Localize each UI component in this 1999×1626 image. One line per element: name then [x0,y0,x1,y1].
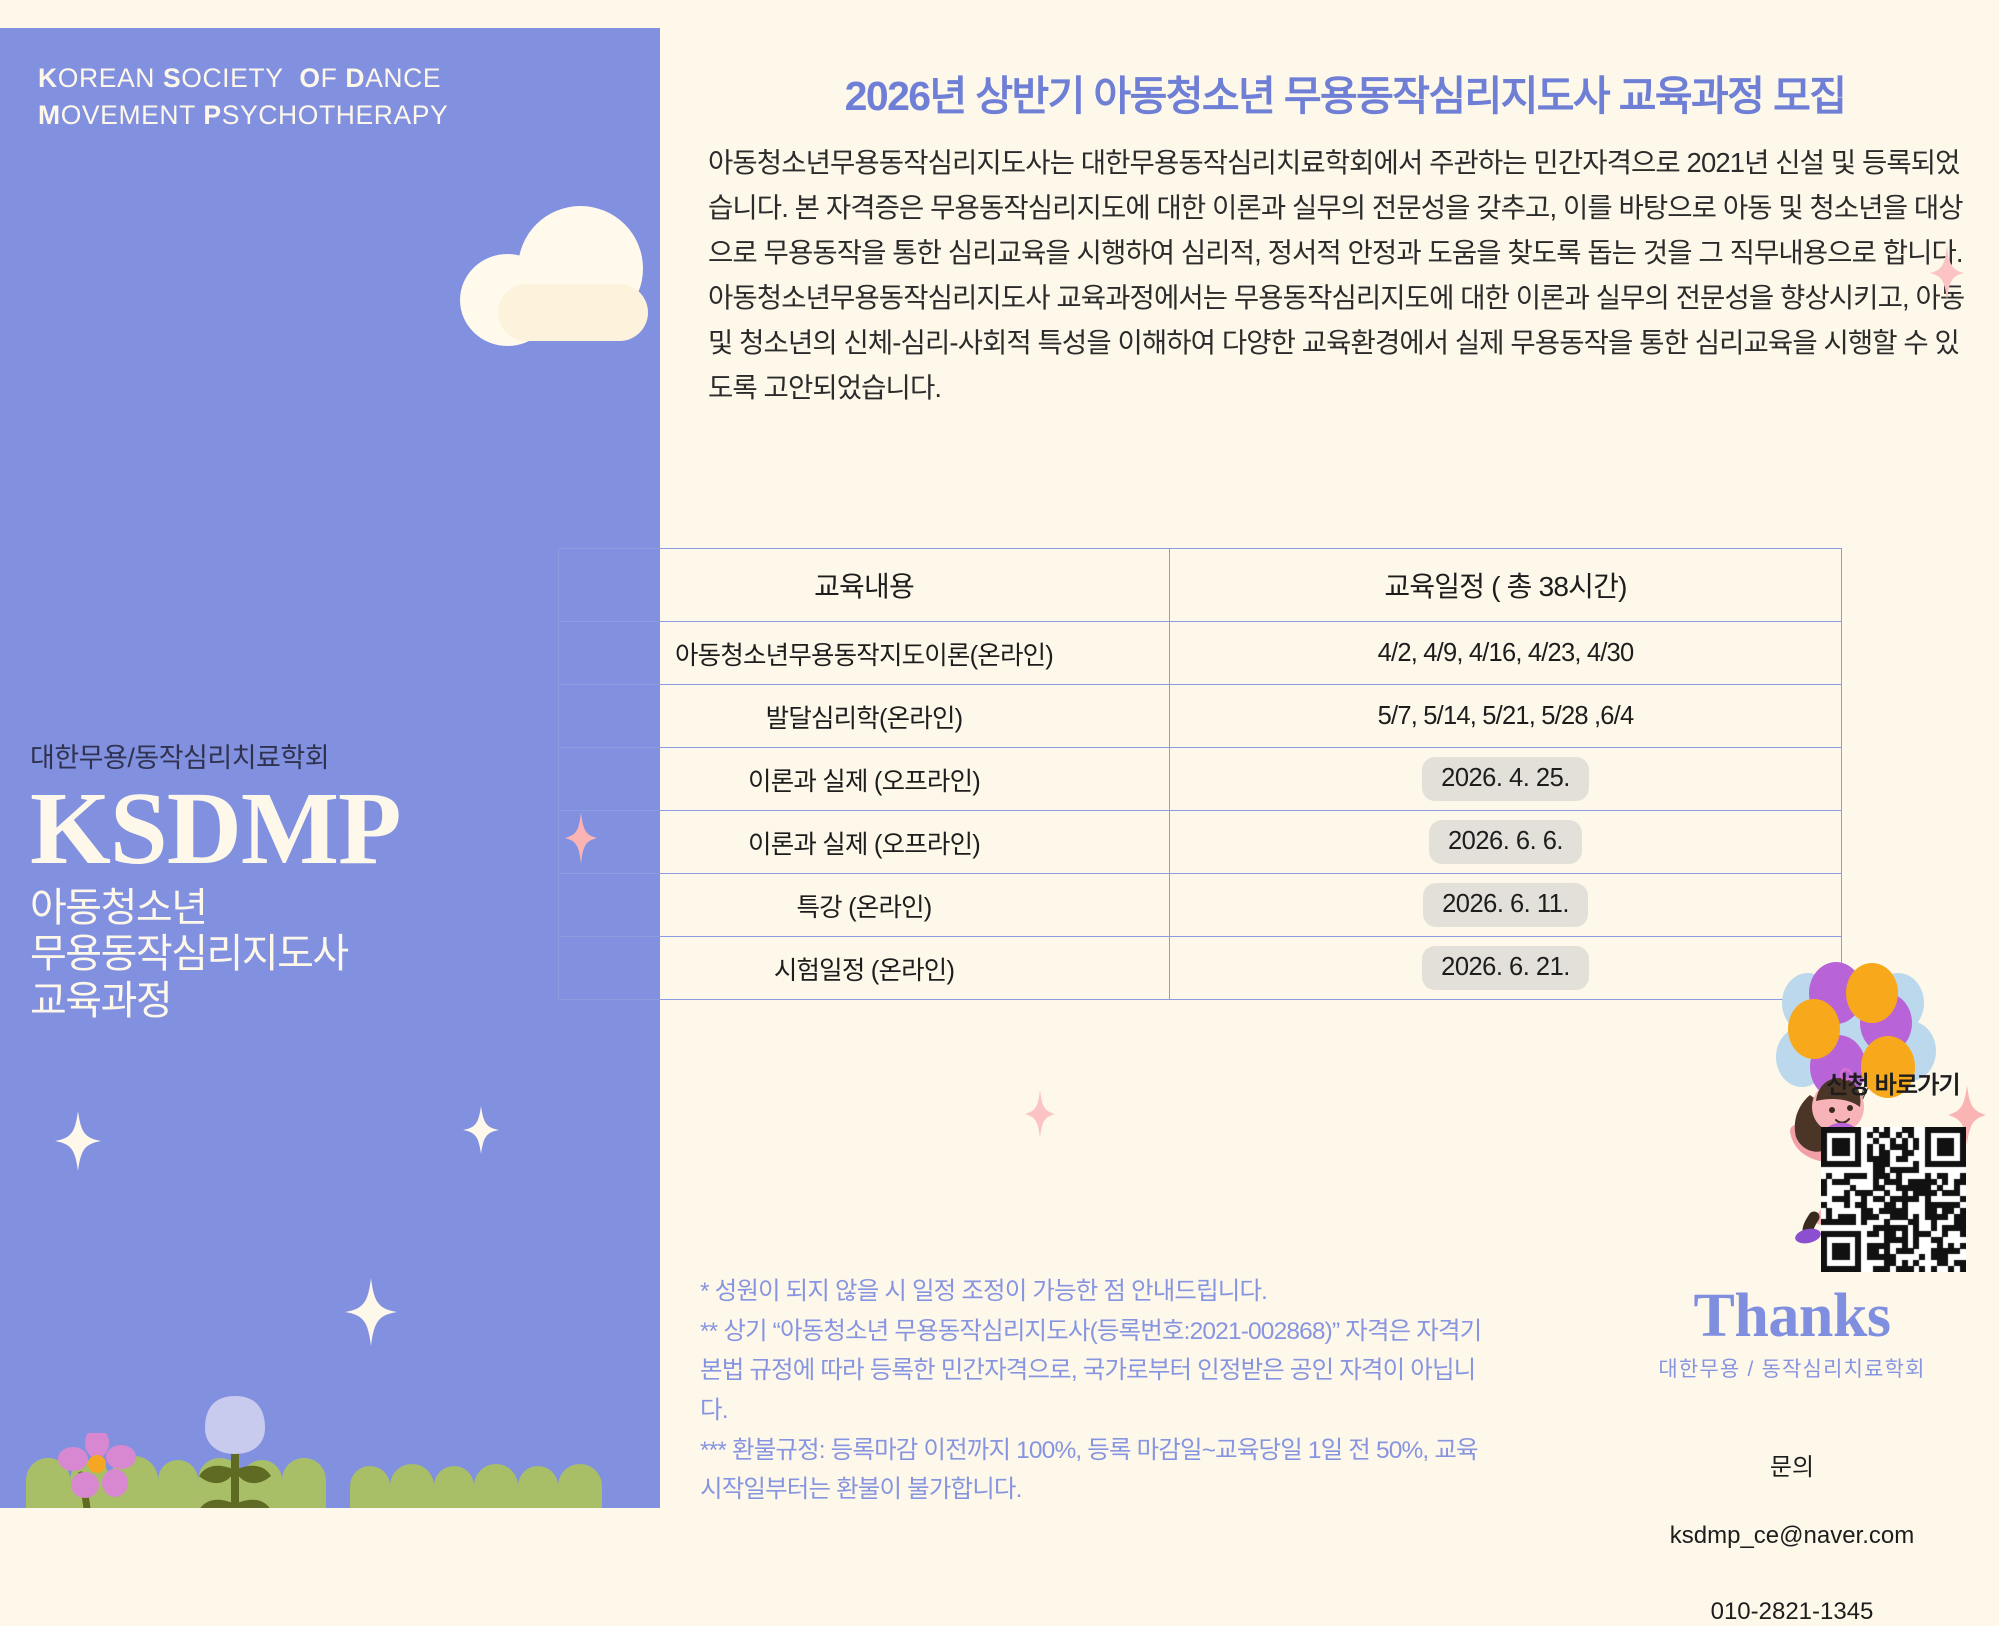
pink-sparkle-icon [1025,1090,1055,1138]
cloud-icon [440,206,660,346]
thanks-block: Thanks 대한무용 / 동작심리치료학회 문의 ksdmp_ce@naver… [1585,1285,1999,1626]
qr-section: 신청 바로가기 [1783,1065,1999,1272]
cell-schedule: 2026. 6. 21. [1169,936,1842,1000]
table-row: 이론과 실제 (오프라인) 2026. 4. 25. [558,747,1842,811]
cell-schedule: 5/7, 5/14, 5/21, 5/28 ,6/4 [1169,684,1842,748]
thanks-wordmark: Thanks [1693,1282,1891,1350]
schedule-table: 교육내용 교육일정 ( 총 38시간) 아동청소년무용동작지도이론(온라인) 4/… [558,548,1842,1000]
sidebar-panel: KOREAN SOCIETY OF DANCE MOVEMENT PSYCHOTH… [0,28,660,1508]
date-badge: 2026. 6. 6. [1428,820,1582,864]
society-name-english: KOREAN SOCIETY OF DANCE MOVEMENT PSYCHOTH… [38,63,449,130]
brand-block: 대한무용/동작심리치료학회 KSDMP 아동청소년 무용동작심리지도사 교육과정 [30,736,630,1024]
contact-info: 문의 ksdmp_ce@naver.com [1585,1417,1999,1587]
pink-sparkle-icon [1948,1085,1986,1145]
lavender-tulip-icon [199,1396,271,1508]
footnotes: * 성원이 되지 않을 시 일정 조정이 가능한 점 안내드립니다. ** 상기… [700,1278,1482,1504]
date-badge: 2026. 6. 21. [1422,946,1589,990]
table-row: 이론과 실제 (오프라인) 2026. 6. 6. [558,810,1842,874]
sparkle-star-icon [55,1111,101,1171]
contact-phone[interactable]: 010-2821-1345 [1710,1598,1874,1626]
cell-content: 특강 (온라인) [558,873,1170,937]
table-row: 발달심리학(온라인) 5/7, 5/14, 5/21, 5/28 ,6/4 [558,684,1842,748]
sparkle-star-icon [463,1106,499,1154]
cell-schedule: 4/2, 4/9, 4/16, 4/23, 4/30 [1169,621,1842,685]
qr-code-icon[interactable] [1820,1127,1966,1272]
cell-schedule: 2026. 4. 25. [1169,747,1842,811]
cell-content: 시험일정 (온라인) [558,936,1170,1000]
contact-email[interactable]: ksdmp_ce@naver.com [1669,1522,1915,1550]
thanks-org-korean: 대한무용 / 동작심리치료학회 [1658,1358,1926,1381]
cell-schedule: 2026. 6. 6. [1169,810,1842,874]
table-row: 아동청소년무용동작지도이론(온라인) 4/2, 4/9, 4/16, 4/23, … [558,621,1842,685]
pink-sparkle-icon [1930,245,1964,301]
table-row: 시험일정 (온라인) 2026. 6. 21. [558,936,1842,1000]
ksdmp-wordmark: KSDMP [30,771,402,886]
table-row: 특강 (온라인) 2026. 6. 11. [558,873,1842,937]
sparkle-star-icon [345,1278,397,1346]
cell-schedule: 2026. 6. 11. [1169,873,1842,937]
table-header-row: 교육내용 교육일정 ( 총 38시간) [558,548,1842,622]
contact-label: 문의 [1769,1454,1815,1482]
cell-content: 발달심리학(온라인) [558,684,1170,748]
date-badge: 2026. 4. 25. [1422,757,1589,801]
date-badge: 2026. 6. 11. [1423,883,1588,927]
column-header-schedule: 교육일정 ( 총 38시간) [1169,548,1842,622]
column-header-content: 교육내용 [558,548,1170,622]
page-title: 2026년 상반기 아동청소년 무용동작심리지도사 교육과정 모집 [844,73,1847,119]
girl-with-balloons-illustration [1776,962,1936,1244]
pink-flower-icon [58,1433,136,1508]
main-content: 2026년 상반기 아동청소년 무용동작심리지도사 교육과정 모집 아동청소년무… [558,0,1999,1625]
qr-label: 신청 바로가기 [1826,1072,1960,1099]
cell-content: 아동청소년무용동작지도이론(온라인) [558,621,1170,685]
cell-content: 이론과 실제 (오프라인) [558,747,1170,811]
intro-paragraph: 아동청소년무용동작심리지도사는 대한무용동작심리치료학회에서 주관하는 민간자격… [708,147,1965,404]
course-title-korean: 아동청소년 무용동작심리지도사 교육과정 [30,885,349,1023]
society-name-korean: 대한무용/동작심리치료학회 [30,743,330,773]
cell-content: 이론과 실제 (오프라인) [558,810,1170,874]
